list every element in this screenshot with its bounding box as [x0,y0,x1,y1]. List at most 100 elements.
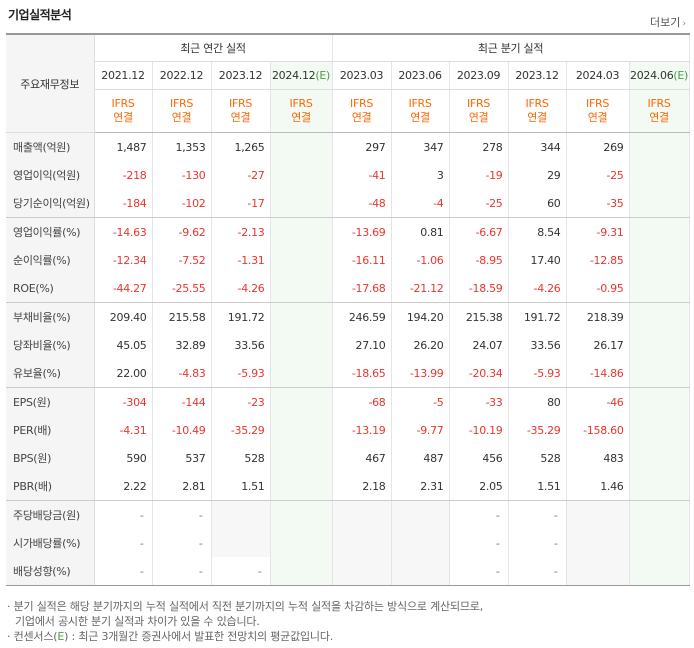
table-row: 배당성향(%) - - - - - [6,557,690,586]
value-cell: -23 [211,387,271,416]
ifrs-label: IFRS 연결 [566,89,630,133]
period-header: 2023.06 [391,61,450,90]
value-cell [211,500,271,529]
ifrs-label: IFRS 연결 [211,89,271,133]
value-cell [270,444,333,472]
value-cell: -13.19 [331,416,392,444]
value-cell: 191.72 [508,302,567,331]
ifrs-text: IFRS [289,97,313,110]
value-cell: - [152,500,212,529]
value-cell: 1,353 [152,132,212,161]
value-cell: -46 [566,387,630,416]
row-label: 주당배당금(원) [6,500,95,529]
ifrs-label: IFRS 연결 [629,89,690,133]
value-cell: 456 [449,444,509,472]
period-header: 2023.09 [449,61,509,90]
ifrs-text: IFRS [647,97,671,110]
value-cell: -41 [331,161,392,189]
value-cell: - [508,529,567,557]
table-row: 부채비율(%) 209.40 215.58 191.72 246.59 194.20 215… [6,302,690,331]
value-cell: 17.40 [508,246,567,274]
more-label[interactable]: 더보기 [650,16,681,29]
footnote-text: ) : 최근 3개월간 증권사에서 발표한 전망치의 평균값입니다. [64,630,334,643]
value-cell [629,331,690,359]
value-cell [629,246,690,274]
value-cell: -4 [391,189,450,218]
value-cell: 45.05 [94,331,153,359]
value-cell [270,217,333,246]
value-cell: - [449,557,509,586]
value-cell: - [508,500,567,529]
value-cell: - [94,500,153,529]
value-cell: 32.89 [152,331,212,359]
value-cell [629,529,690,557]
value-cell [270,189,333,218]
value-cell [270,529,333,557]
ifrs-text: IFRS [350,97,374,110]
value-cell: 467 [331,444,392,472]
value-cell: 26.17 [566,331,630,359]
value-cell: -48 [331,189,392,218]
value-cell: 483 [566,444,630,472]
value-cell: 33.56 [508,331,567,359]
chevron-right-icon: › [682,19,686,29]
column-header-item: 주요재무정보 [6,33,95,133]
value-cell: 26.20 [391,331,450,359]
value-cell: -14.86 [566,359,630,388]
consolidated-text: 연결 [468,111,489,124]
value-cell [391,500,450,529]
row-label: PBR(배) [6,472,95,501]
value-cell [629,472,690,501]
value-cell [566,529,630,557]
consolidated-text: 연결 [410,111,430,124]
row-label: 유보율(%) [6,359,95,388]
value-cell: -12.85 [566,246,630,274]
value-cell [629,161,690,189]
value-cell: - [152,557,212,586]
value-cell: -1.06 [391,246,450,274]
consolidated-text: 연결 [527,111,547,124]
value-cell: -4.26 [508,274,567,303]
consolidated-text: 연결 [351,111,372,124]
value-cell: 2.22 [94,472,153,501]
value-cell: 297 [331,132,392,161]
period-header: 2021.12 [94,61,153,90]
value-cell: 191.72 [211,302,271,331]
value-cell: -44.27 [94,274,153,303]
value-cell: 1.46 [566,472,630,501]
value-cell: -304 [94,387,153,416]
value-cell: -17 [211,189,271,218]
value-cell: 1,265 [211,132,271,161]
value-cell: -25 [449,189,509,218]
value-cell: -4.26 [211,274,271,303]
value-cell: - [508,557,567,586]
footnotes: · 분기 실적은 해당 분기까지의 누적 실적에서 직전 분기까지의 누적 실적… [7,599,483,644]
value-cell [629,302,690,331]
period-header: 2023.12 [211,61,271,90]
value-cell: -144 [152,387,212,416]
consolidated-text: 연결 [587,111,608,124]
row-label: 부채비율(%) [6,302,95,331]
consolidated-text: 연결 [291,111,311,124]
table-row: 영업이익률(%) -14.63 -9.62 -2.13 -13.69 0.81 -6.67 8… [6,217,690,246]
footnote-line: 기업에서 공시한 분기 실적과 차이가 있을 수 있습니다. [15,615,260,628]
value-cell: - [211,557,271,586]
period-header-estimate: 2024.06(E) [629,61,690,90]
more-link[interactable]: 더보기 › [650,14,686,30]
value-cell: -27 [211,161,271,189]
group-header-annual: 최근 연간 실적 [94,33,333,62]
value-cell: 218.39 [566,302,630,331]
value-cell: -10.49 [152,416,212,444]
value-cell [270,246,333,274]
value-cell [270,472,333,501]
value-cell: -9.31 [566,217,630,246]
value-cell [629,359,690,388]
row-label: 시가배당률(%) [6,529,95,557]
period-header: 2022.12 [152,61,212,90]
value-cell: 1,487 [94,132,153,161]
value-cell [331,557,392,586]
value-cell: 0.81 [391,217,450,246]
period-header: 2024.03 [566,61,630,90]
value-cell [270,132,333,161]
value-cell [629,189,690,218]
